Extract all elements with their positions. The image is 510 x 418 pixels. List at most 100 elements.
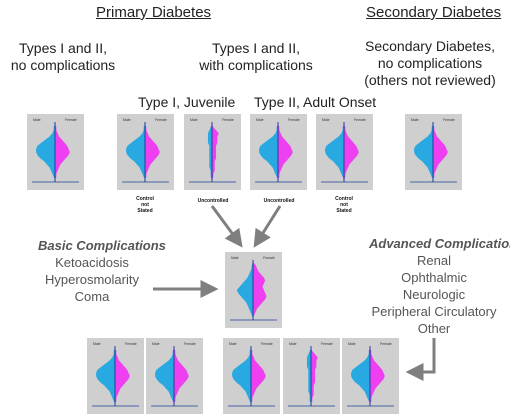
control-label-type2-not-stated-line3: Stated xyxy=(336,208,352,214)
mini-chart-renal: Male Female xyxy=(87,338,144,414)
mini-legend-female: Female xyxy=(288,118,300,122)
mini-legend-female: Female xyxy=(184,342,196,346)
mini-legend-male: Male xyxy=(348,342,356,346)
male-distribution-shape xyxy=(126,124,145,180)
mini-chart-neurologic: Male Female xyxy=(223,338,280,414)
female-distribution-shape xyxy=(433,124,448,180)
mini-legend-female: Female xyxy=(155,118,167,122)
female-distribution-shape xyxy=(253,262,267,318)
mini-pyramid-graphic: Male Female xyxy=(189,118,236,183)
basic-item-hyperosmolarity: Hyperosmolarity xyxy=(45,272,139,287)
mini-chart-ophthalmic: Male Female xyxy=(146,338,203,414)
male-distribution-shape xyxy=(232,348,251,404)
mini-legend-female: Female xyxy=(261,342,273,346)
group-with-complications: Types I and II, with complications xyxy=(195,40,317,74)
control-label-type1-not-stated-line1: Control xyxy=(136,196,154,202)
advanced-item-renal: Renal xyxy=(417,253,451,268)
female-distribution-shape xyxy=(115,348,130,404)
female-distribution-shape xyxy=(212,124,219,180)
mini-legend-female: Female xyxy=(65,118,77,122)
advanced-item-ophthalmic: Ophthalmic xyxy=(401,270,467,285)
type2-adult-heading: Type II, Adult Onset xyxy=(254,94,377,110)
mini-pyramid-graphic: Male Female xyxy=(92,342,139,407)
advanced-complications-title: Advanced Complications xyxy=(369,236,510,251)
control-label-type1-not-stated-line3: Stated xyxy=(137,208,153,214)
mini-pyramid-graphic: Male Female xyxy=(410,118,457,183)
mini-chart-type1-not-stated: Male Female xyxy=(117,114,174,190)
mini-legend-male: Male xyxy=(93,342,101,346)
group-no-complications-line1: Types I and II, xyxy=(19,40,107,56)
type1-juvenile-heading: Type I, Juvenile xyxy=(138,94,236,110)
mini-legend-female: Female xyxy=(380,342,392,346)
mini-pyramid-graphic: Male Female xyxy=(347,342,394,407)
group-secondary-line1: Secondary Diabetes, xyxy=(365,38,495,54)
mini-pyramid-graphic: Male Female xyxy=(230,256,277,321)
arrow-type1-to-basic xyxy=(210,205,243,248)
mini-legend-male: Male xyxy=(190,118,198,122)
control-label-type1-not-stated-line2: not xyxy=(141,202,149,208)
arrow-type2-to-basic xyxy=(253,205,282,248)
mini-legend-male: Male xyxy=(411,118,419,122)
female-distribution-shape xyxy=(278,124,293,180)
mini-legend-male: Male xyxy=(322,118,330,122)
control-label-type1-not-stated: Control not Stated xyxy=(130,196,160,214)
control-label-type2-not-stated-line1: Control xyxy=(335,196,353,202)
mini-legend-male: Male xyxy=(231,256,239,260)
mini-pyramid-graphic: Male Female xyxy=(288,342,335,407)
basic-complications-list: Ketoacidosis Hyperosmolarity Coma xyxy=(30,254,154,305)
advanced-complications-list: Renal Ophthalmic Neurologic Peripheral C… xyxy=(366,252,502,337)
male-distribution-shape xyxy=(207,124,212,180)
mini-legend-female: Female xyxy=(125,342,137,346)
male-distribution-shape xyxy=(236,262,253,318)
group-with-complications-line2: with complications xyxy=(199,57,313,73)
male-distribution-shape xyxy=(414,124,433,180)
mini-pyramid-graphic: Male Female xyxy=(321,118,368,183)
mini-legend-male: Male xyxy=(123,118,131,122)
advanced-item-peripheral-circulatory: Peripheral Circulatory xyxy=(371,304,497,319)
female-distribution-shape xyxy=(370,348,385,404)
mini-legend-female: Female xyxy=(321,342,333,346)
group-no-complications-line2: no complications xyxy=(10,57,116,73)
male-distribution-shape xyxy=(259,124,278,180)
control-label-type1-uncontrolled: Uncontrolled xyxy=(197,198,229,204)
group-secondary-line2: no complications xyxy=(377,55,483,71)
mini-chart-no-complications: Male Female xyxy=(27,114,84,190)
basic-item-coma: Coma xyxy=(74,289,110,304)
mini-legend-male: Male xyxy=(289,342,297,346)
mini-chart-type1-uncontrolled: Male Female xyxy=(184,114,241,190)
mini-chart-other: Male Female xyxy=(342,338,399,414)
male-distribution-shape xyxy=(36,124,55,180)
mini-chart-secondary: Male Female xyxy=(405,114,462,190)
group-no-complications: Types I and II, no complications xyxy=(8,40,118,74)
female-distribution-shape xyxy=(344,124,359,180)
female-distribution-shape xyxy=(251,348,266,404)
female-distribution-shape xyxy=(174,348,189,404)
mini-legend-male: Male xyxy=(229,342,237,346)
mini-pyramid-graphic: Male Female xyxy=(228,342,275,407)
female-distribution-shape xyxy=(55,124,70,180)
mini-legend-female: Female xyxy=(263,256,275,260)
male-distribution-shape xyxy=(351,348,370,404)
group-secondary: Secondary Diabetes, no complications (ot… xyxy=(360,38,500,89)
group-secondary-line3: (others not reviewed) xyxy=(364,72,496,88)
mini-legend-male: Male xyxy=(256,118,264,122)
mini-pyramid-graphic: Male Female xyxy=(32,118,79,183)
mini-chart-type2-uncontrolled: Male Female xyxy=(250,114,307,190)
mini-chart-basic-complications: Male Female xyxy=(225,252,282,328)
control-label-type2-not-stated: Control not Stated xyxy=(329,196,359,214)
female-distribution-shape xyxy=(145,124,160,180)
secondary-diabetes-heading: Secondary Diabetes xyxy=(366,4,502,21)
control-label-type2-not-stated-line2: not xyxy=(340,202,348,208)
male-distribution-shape xyxy=(306,348,311,404)
female-distribution-shape xyxy=(311,348,318,404)
control-label-type2-uncontrolled: Uncontrolled xyxy=(263,198,295,204)
mini-legend-female: Female xyxy=(354,118,366,122)
arrow-advanced-to-bottom-row xyxy=(405,338,436,381)
mini-pyramid-graphic: Male Female xyxy=(122,118,169,183)
mini-legend-female: Female xyxy=(443,118,455,122)
advanced-item-other: Other xyxy=(417,321,451,336)
mini-pyramid-graphic: Male Female xyxy=(255,118,302,183)
mini-pyramid-graphic: Male Female xyxy=(151,342,198,407)
basic-complications-title: Basic Complications xyxy=(38,238,166,253)
